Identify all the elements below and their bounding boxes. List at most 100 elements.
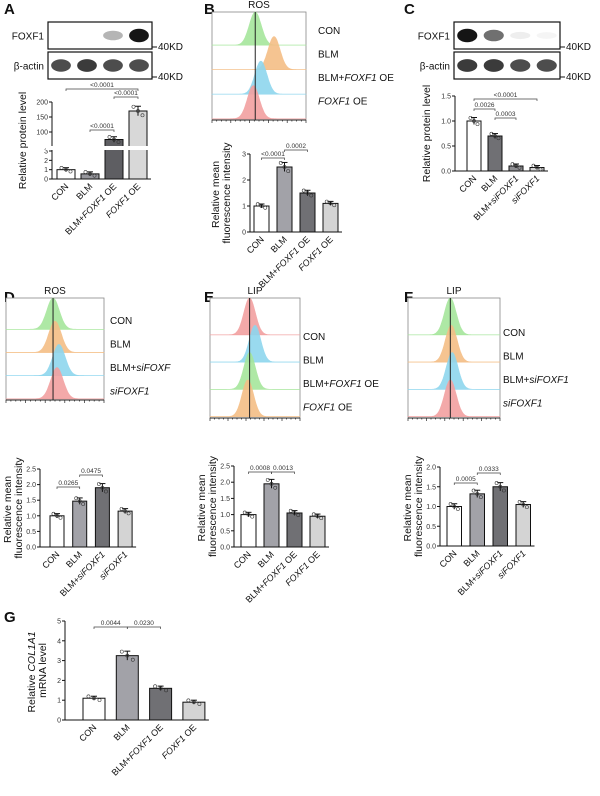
data-point xyxy=(68,169,73,174)
blot-marker: 40KD xyxy=(158,72,183,83)
significance-bracket xyxy=(248,471,272,474)
y-tick-label: 0 xyxy=(242,230,246,237)
data-point xyxy=(535,165,539,170)
data-point xyxy=(246,512,251,517)
y-tick-label: 0.5 xyxy=(426,524,436,531)
significance-bracket xyxy=(65,88,139,91)
p-value: <0.0001 xyxy=(494,92,518,99)
bar-BLM xyxy=(263,483,280,548)
data-point xyxy=(263,205,268,210)
blot-marker: 40KD xyxy=(566,72,591,83)
data-point xyxy=(273,485,278,490)
significance-bracket xyxy=(126,626,161,629)
data-point xyxy=(119,649,124,654)
flow-legend-item: CON xyxy=(303,332,325,343)
data-point xyxy=(448,502,453,506)
significance-bracket xyxy=(494,117,517,120)
data-point xyxy=(524,505,529,510)
p-value: 0.0005 xyxy=(456,476,476,483)
flow-title: LIP xyxy=(446,286,461,297)
p-value: <0.0001 xyxy=(114,90,138,97)
blot-band xyxy=(51,59,71,72)
panel-letter-G: G xyxy=(4,609,16,626)
flow-title: ROS xyxy=(248,0,270,11)
significance-bracket xyxy=(261,157,285,160)
panel-letter-D: D xyxy=(4,289,15,306)
bar-CON xyxy=(82,697,106,721)
panel-letter-A: A xyxy=(4,1,15,18)
significance-bracket xyxy=(473,98,538,101)
flow-legend-item: FOXF1 OE xyxy=(303,403,353,414)
bar-BLM xyxy=(72,500,88,548)
bar-BLM+FOXF1 OE xyxy=(104,139,124,180)
flow-legend-item: BLM+FOXF1 OE xyxy=(303,379,379,390)
data-point xyxy=(269,481,274,486)
data-point xyxy=(472,119,476,123)
y-tick-label: 0.0 xyxy=(441,169,451,176)
blot-label: FOXF1 xyxy=(12,32,45,43)
significance-bracket xyxy=(271,471,295,474)
y-tick-label: 100 xyxy=(36,130,48,137)
flow-legend-item: BLM+siFOXF1 xyxy=(503,375,569,386)
data-point xyxy=(140,113,145,118)
p-value: 0.0008 xyxy=(250,465,270,472)
y-tick-label: 3 xyxy=(242,152,246,159)
blot-label: β-actin xyxy=(14,62,44,73)
y-tick-label: 5 xyxy=(57,619,61,626)
x-tick-label: BLM xyxy=(74,181,94,201)
bar-FOXF1 OE xyxy=(309,515,326,548)
y-tick-label: 3 xyxy=(57,658,61,665)
axis-break xyxy=(46,146,156,150)
p-value: <0.0001 xyxy=(90,123,114,130)
p-value: 0.0026 xyxy=(475,102,495,109)
y-tick-label: 2 xyxy=(57,678,61,685)
y-tick-label: 1 xyxy=(242,204,246,211)
blot-band xyxy=(103,30,123,41)
blot-band xyxy=(129,59,149,72)
data-point xyxy=(164,688,169,693)
flow-legend-item: FOXF1 OE xyxy=(318,97,368,108)
x-tick-label: BLM xyxy=(64,549,84,569)
western-blot-C: FOXF1 40KD β-actin 40KD xyxy=(418,21,591,83)
bar-siFOXF1 xyxy=(117,510,133,548)
flow-histogram-F: LIP CON BLM BLM+siFOXF1 siFOXF1 xyxy=(407,286,569,421)
x-tick-label: FOXF1 OE xyxy=(160,722,199,761)
y-axis-title: Relative COL1A1 mRNA level xyxy=(26,628,49,712)
blot-band xyxy=(483,29,504,42)
blot-marker: 40KD xyxy=(566,42,591,53)
panel-letter-E: E xyxy=(204,289,214,306)
y-axis-title: Relative mean fluorescence intensity xyxy=(210,142,233,244)
x-tick-label: BLM xyxy=(112,722,132,742)
y-tick-label: 1.0 xyxy=(426,504,436,511)
y-tick-label: 0.5 xyxy=(220,528,230,535)
panel-letter-C: C xyxy=(404,1,415,18)
data-point xyxy=(81,502,86,506)
data-point xyxy=(136,109,140,113)
flow-legend-item: CON xyxy=(318,26,340,37)
y-tick-label: 0.0 xyxy=(220,545,230,552)
flow-title: ROS xyxy=(44,286,66,297)
data-point xyxy=(100,485,105,490)
data-point xyxy=(478,495,483,500)
bar-BLM xyxy=(487,135,503,172)
flow-legend-item: BLM xyxy=(503,352,524,363)
y-tick-label: 2.0 xyxy=(426,465,436,472)
data-point xyxy=(521,502,526,507)
panel-letter-F: F xyxy=(404,289,413,306)
y-tick-label: 1.0 xyxy=(26,513,36,520)
y-tick-label: 0.0 xyxy=(426,544,436,551)
data-point xyxy=(130,657,135,662)
y-axis-title: Relative protein level xyxy=(421,85,433,182)
data-point xyxy=(288,508,293,513)
y-tick-label: 1.5 xyxy=(220,496,230,503)
blot-band xyxy=(483,59,504,72)
data-point xyxy=(131,104,136,109)
flow-legend-item: siFOXF1 xyxy=(503,399,542,410)
data-point xyxy=(125,653,130,658)
data-point xyxy=(517,165,522,170)
y-tick-label: 2 xyxy=(44,158,48,165)
blot-label: β-actin xyxy=(420,62,450,73)
